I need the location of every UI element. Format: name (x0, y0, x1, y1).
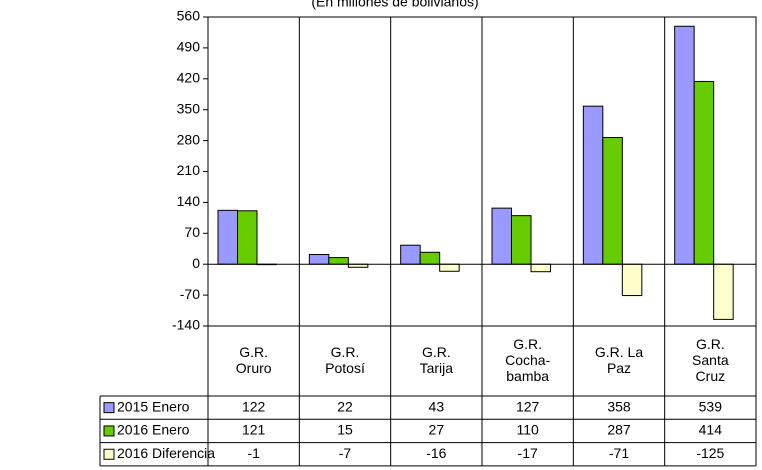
bar (237, 210, 258, 265)
y-tick-label: 0 (192, 255, 200, 271)
bar (621, 263, 643, 297)
table-value: -1 (247, 445, 260, 461)
y-tick-label: 350 (177, 100, 201, 116)
table-value: 127 (516, 398, 540, 414)
x-tick-label-line: Oruro (236, 360, 272, 376)
table-value: 121 (242, 422, 266, 438)
bar (217, 209, 238, 265)
x-tick-label-line: Tarija (420, 360, 454, 376)
y-tick-label: -140 (172, 317, 200, 333)
x-tick-label-line: G.R. (513, 336, 542, 352)
table-value: 122 (242, 398, 266, 414)
x-tick-label: G.R. La Paz (595, 344, 643, 376)
x-tick-label: G.R. Potosí (325, 344, 365, 376)
table-value: -125 (696, 445, 724, 461)
table-value: 414 (699, 422, 723, 438)
x-tick-label: G.R. Tarija (420, 344, 454, 376)
chart-subtitle: (En millones de bolivianos) (311, 0, 478, 10)
table-value: 539 (699, 398, 723, 414)
table-value: 15 (337, 422, 353, 438)
bar (328, 257, 349, 265)
x-tick-label-line: Santa (692, 352, 729, 368)
x-tick-label: G.R. Oruro (236, 344, 272, 376)
x-tick-label-line: Cocha- (505, 352, 550, 368)
x-tick-label-line: bamba (506, 368, 549, 384)
x-tick-label-line: G.R. La (595, 344, 643, 360)
x-tick-label-line: G.R. (422, 344, 451, 360)
bar (400, 244, 421, 265)
table-value: 110 (517, 422, 540, 438)
x-tick-label-line: G.R. (239, 344, 268, 360)
legend-label: 2015 Enero (117, 398, 190, 414)
x-tick-label: G.R. Santa Cruz (692, 336, 729, 384)
bar (713, 263, 734, 320)
bar (602, 137, 623, 265)
x-tick-label: G.R. Cocha-bamba (505, 336, 550, 384)
bar (439, 263, 460, 272)
y-tick-label: 70 (184, 224, 200, 240)
y-tick-label: 280 (177, 131, 201, 147)
y-tick-label: 490 (177, 39, 201, 55)
y-tick-label: 140 (177, 193, 201, 209)
bar (308, 253, 330, 265)
bar (530, 263, 551, 273)
x-tick-label-line: Cruz (696, 368, 726, 384)
table-value: 22 (337, 398, 353, 414)
table-value: -7 (339, 445, 352, 461)
table-value: -16 (426, 445, 446, 461)
legend-swatch (103, 402, 115, 414)
legend-swatch (103, 448, 115, 460)
y-tick-label: -70 (180, 286, 200, 302)
y-tick-label: 210 (177, 162, 201, 178)
y-tick-label: 420 (177, 70, 201, 86)
legend-label: 2016 Diferencia (117, 445, 215, 461)
table-value: -71 (609, 445, 629, 461)
table-value: 287 (607, 422, 631, 438)
bar (419, 251, 441, 265)
table-value: -17 (518, 445, 538, 461)
bar (511, 215, 532, 265)
x-tick-label-line: Potosí (325, 360, 365, 376)
legend-label: 2016 Enero (117, 422, 190, 438)
bar (491, 207, 512, 265)
x-tick-label-line: Paz (607, 360, 631, 376)
x-tick-label-line: G.R. (696, 336, 725, 352)
bar (674, 25, 695, 265)
y-tick-label: 560 (177, 8, 201, 24)
bar (693, 80, 715, 265)
table-value: 43 (429, 398, 445, 414)
table-value: 27 (429, 422, 445, 438)
bar (582, 105, 604, 265)
legend-swatch (103, 425, 115, 437)
table-value: 358 (607, 398, 631, 414)
x-tick-label-line: G.R. (331, 344, 360, 360)
